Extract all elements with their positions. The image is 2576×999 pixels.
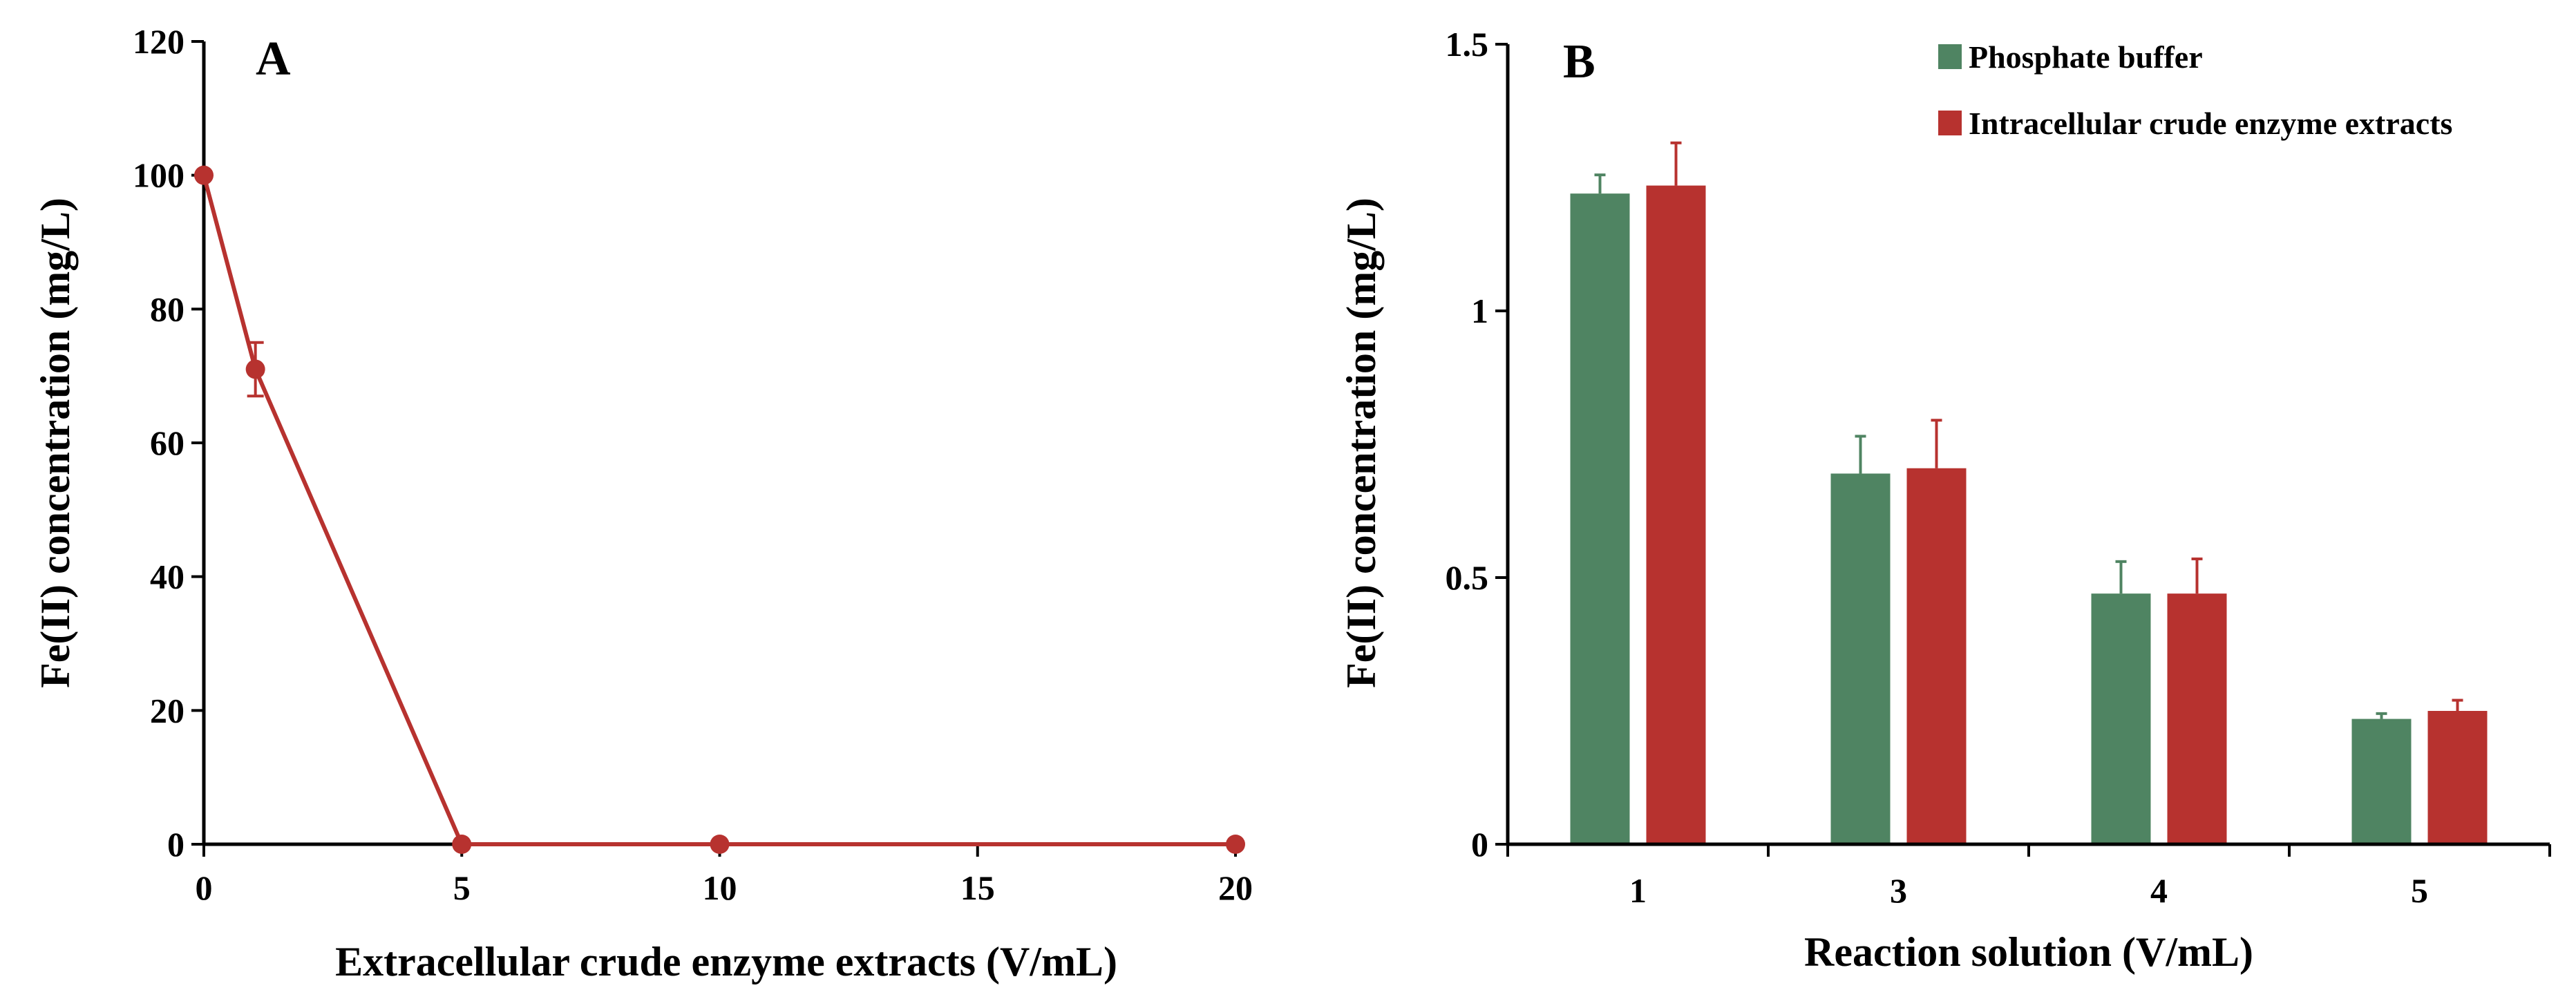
panel-b-y-tick-label: 1 (1471, 292, 1488, 330)
panel-b-y-tick-label: 0 (1471, 825, 1488, 864)
panel-a-x-tick-label: 0 (196, 868, 213, 907)
panel-b-bar (1570, 193, 1630, 844)
panel-a-y-tick-label: 120 (133, 22, 184, 61)
panel-a-y-tick-label: 0 (167, 825, 184, 864)
panel-b-bar (2167, 593, 2227, 844)
panel-a-x-tick-label: 5 (453, 868, 471, 907)
panel-a-line-chart: A 0 20 40 60 80 100 120 0 5 10 15 20 Fe(II) concen… (32, 22, 1253, 984)
panel-b-bar (2091, 593, 2151, 844)
panel-b-bar (2427, 711, 2488, 844)
panel-b-legend-swatch (1938, 111, 1962, 135)
panel-b-x-tick-label: 3 (1890, 871, 1907, 910)
panel-b-legend-label: Intracellular crude enzyme extracts (1969, 106, 2452, 141)
panel-b-bar-chart: B 0 0.5 1 1.5 1 3 4 5 Phosphate buffer Intracel… (1338, 25, 2551, 975)
panel-b-x-axis-title: Reaction solution (V/mL) (1804, 929, 2253, 975)
panel-a-x-tick-label: 15 (960, 868, 995, 907)
panel-a-x-axis-title: Extracellular crude enzyme extracts (V/m… (335, 939, 1117, 984)
panel-b-legend-label: Phosphate buffer (1969, 39, 2203, 75)
panel-b-legend: Phosphate buffer Intracellular crude enzy… (1938, 39, 2452, 141)
panel-b-bar (1906, 468, 1967, 844)
panel-a-data-point (710, 835, 730, 854)
panel-b-bar (1830, 473, 1891, 844)
panel-b-x-tick-label: 5 (2411, 871, 2428, 910)
panel-a-y-tick-label: 80 (150, 289, 184, 328)
panel-a-x-tick-label: 10 (703, 868, 737, 907)
panel-a-label: A (256, 32, 291, 86)
panel-a-x-tick-label: 20 (1218, 868, 1253, 907)
panel-a-y-tick-label: 60 (150, 424, 184, 462)
panel-b-label: B (1563, 35, 1595, 88)
panel-b-legend-swatch (1938, 44, 1962, 69)
panel-a-y-tick-label: 40 (150, 558, 184, 596)
panel-a-series-line (202, 174, 1235, 846)
panel-b-x-tick-label: 1 (1629, 871, 1647, 910)
panel-a-data-point (1226, 835, 1245, 854)
panel-a-data-point (194, 165, 214, 185)
panel-b-x-tick-label: 4 (2150, 871, 2168, 910)
panel-a-data-point (245, 359, 265, 379)
panel-a-y-tick-label: 20 (150, 691, 184, 730)
panel-a-y-tick-label: 100 (133, 156, 184, 195)
panel-b-y-axis-title: Fe(II) concentration (mg/L) (1338, 198, 1384, 688)
panel-a-data-point (452, 835, 472, 854)
panel-b-y-tick-label: 0.5 (1446, 558, 1489, 597)
panel-b-y-tick-label: 1.5 (1446, 25, 1489, 64)
panel-b-bar (2351, 719, 2412, 844)
panel-a-y-axis-title: Fe(II) concentration (mg/L) (32, 198, 78, 688)
panel-b-bar (1646, 185, 1706, 845)
